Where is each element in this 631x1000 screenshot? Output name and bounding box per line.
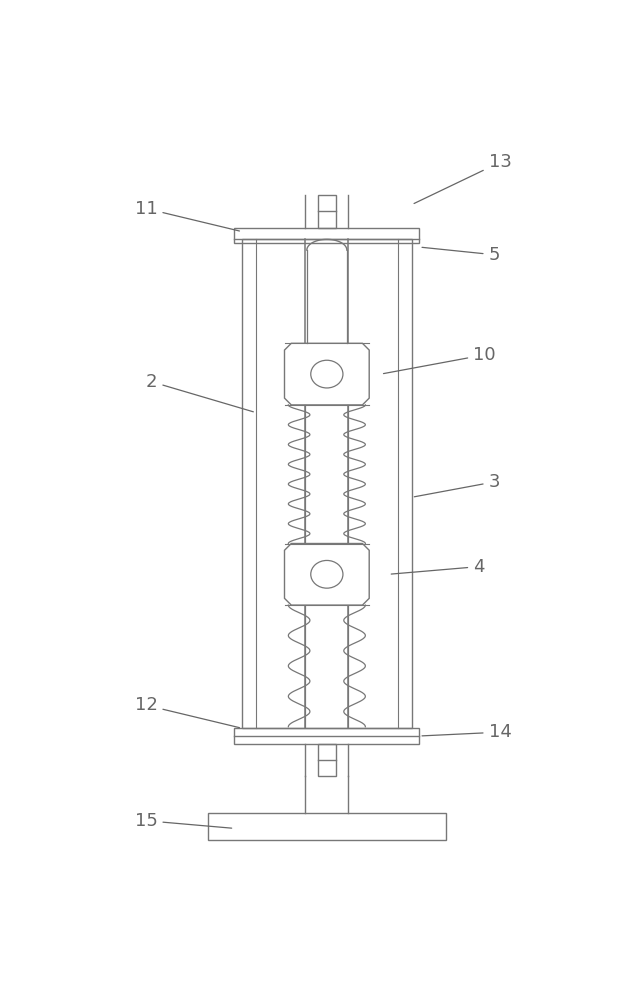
Text: 14: 14 xyxy=(422,723,512,741)
Bar xyxy=(317,744,336,776)
Bar xyxy=(317,195,336,228)
Bar xyxy=(235,728,419,744)
Text: 2: 2 xyxy=(146,373,254,412)
Text: 3: 3 xyxy=(415,473,500,497)
Polygon shape xyxy=(285,544,369,605)
Bar xyxy=(235,228,419,243)
Text: 11: 11 xyxy=(134,200,239,231)
Ellipse shape xyxy=(310,560,343,588)
Text: 10: 10 xyxy=(384,346,496,374)
Bar xyxy=(208,813,446,840)
Bar xyxy=(242,239,411,728)
Text: 5: 5 xyxy=(422,246,500,264)
Polygon shape xyxy=(285,343,369,405)
Ellipse shape xyxy=(310,360,343,388)
Text: 12: 12 xyxy=(134,696,239,728)
Text: 4: 4 xyxy=(391,558,485,576)
Text: 15: 15 xyxy=(134,812,232,830)
Text: 13: 13 xyxy=(414,153,512,203)
